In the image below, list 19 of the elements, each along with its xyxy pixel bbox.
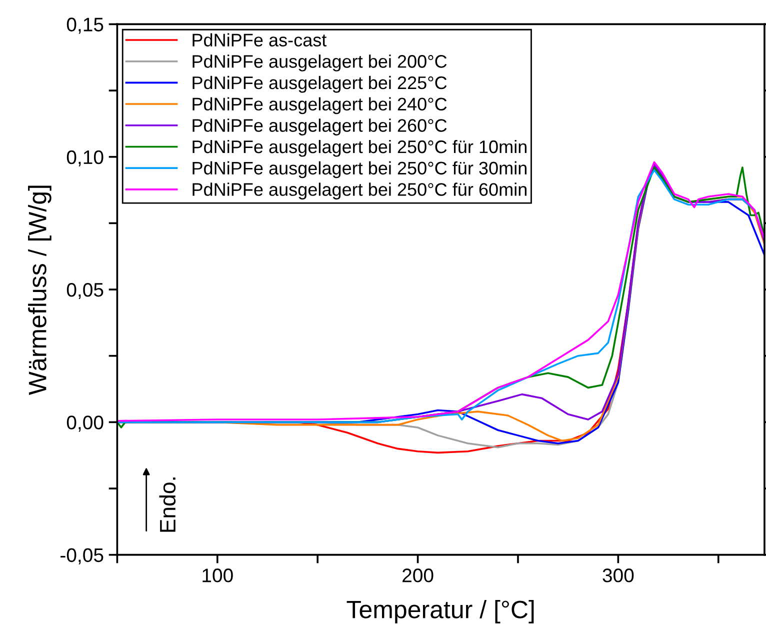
legend-label: PdNiPFe ausgelagert bei 250°C für 30min <box>192 161 526 178</box>
legend-label: PdNiPFe ausgelagert bei 260°C <box>192 118 447 136</box>
y-tick-label: -0,05 <box>60 548 104 564</box>
x-tick-label: 300 <box>602 568 634 582</box>
annotation: Endo. <box>159 478 176 532</box>
y-tick-label: 0,10 <box>66 150 104 166</box>
legend-label: PdNiPFe ausgelagert bei 250°C für 10min <box>192 140 526 157</box>
legend-label: PdNiPFe as-cast <box>192 33 327 46</box>
y-tick-label: 0,15 <box>66 18 104 34</box>
legend-label: PdNiPFe ausgelagert bei 225°C <box>192 76 447 93</box>
legend-label: PdNiPFe ausgelagert bei 240°C <box>192 97 447 114</box>
legend-label: PdNiPFe ausgelagert bei 250°C für 60min <box>192 182 526 200</box>
x-tick-label: 200 <box>402 568 434 582</box>
y-tick-label: 0,05 <box>66 282 104 300</box>
y-axis-title: Wärmefluss / [W/g] <box>28 186 52 395</box>
legend-label: PdNiPFe ausgelagert bei 200°C <box>192 54 447 72</box>
y-tick-label: 0,00 <box>66 416 104 432</box>
x-tick-label: 100 <box>202 568 233 582</box>
x-axis-title: Temperatur / [°C] <box>346 600 534 624</box>
